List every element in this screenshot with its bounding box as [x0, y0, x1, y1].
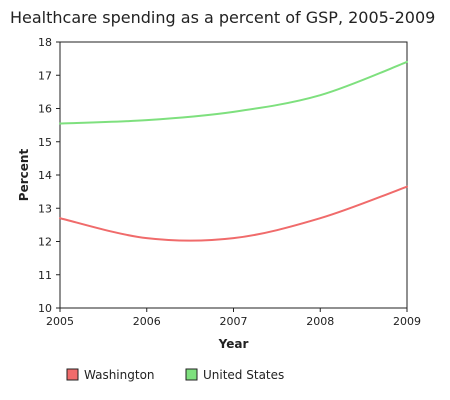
y-tick-label-17: 17	[38, 69, 52, 82]
x-tick-label-2009: 2009	[393, 315, 421, 328]
y-tick-label-12: 12	[38, 236, 52, 249]
x-tick-label-2005: 2005	[46, 315, 74, 328]
y-axis: 10 11 12 13 14 15 16 17 18	[38, 36, 60, 315]
y-tick-label-16: 16	[38, 103, 52, 116]
x-tick-label-2006: 2006	[133, 315, 161, 328]
y-tick-label-10: 10	[38, 302, 52, 315]
legend-swatch-1	[185, 368, 198, 381]
y-axis-title: Percent	[17, 149, 31, 202]
series-line-0	[59, 185, 408, 242]
x-tick-label-2008: 2008	[306, 315, 334, 328]
series-line-1	[59, 60, 408, 125]
legend: Washington United States	[66, 368, 284, 382]
y-tick-label-18: 18	[38, 36, 52, 49]
y-tick-label-15: 15	[38, 136, 52, 149]
y-tick-label-13: 13	[38, 202, 52, 215]
plot-frame	[59, 41, 408, 309]
y-tick-label-11: 11	[38, 269, 52, 282]
legend-label-0: Washington	[84, 368, 155, 382]
x-axis-title: Year	[218, 337, 249, 351]
plot-area	[59, 41, 408, 309]
chart-title: Healthcare spending as a percent of GSP,…	[10, 8, 435, 27]
y-tick-label-14: 14	[38, 169, 52, 182]
legend-swatch-0	[66, 368, 79, 381]
x-axis: 2005 2006 2007 2008 2009	[46, 308, 421, 328]
x-tick-label-2007: 2007	[220, 315, 248, 328]
series-group	[59, 60, 408, 242]
legend-label-1: United States	[203, 368, 284, 382]
